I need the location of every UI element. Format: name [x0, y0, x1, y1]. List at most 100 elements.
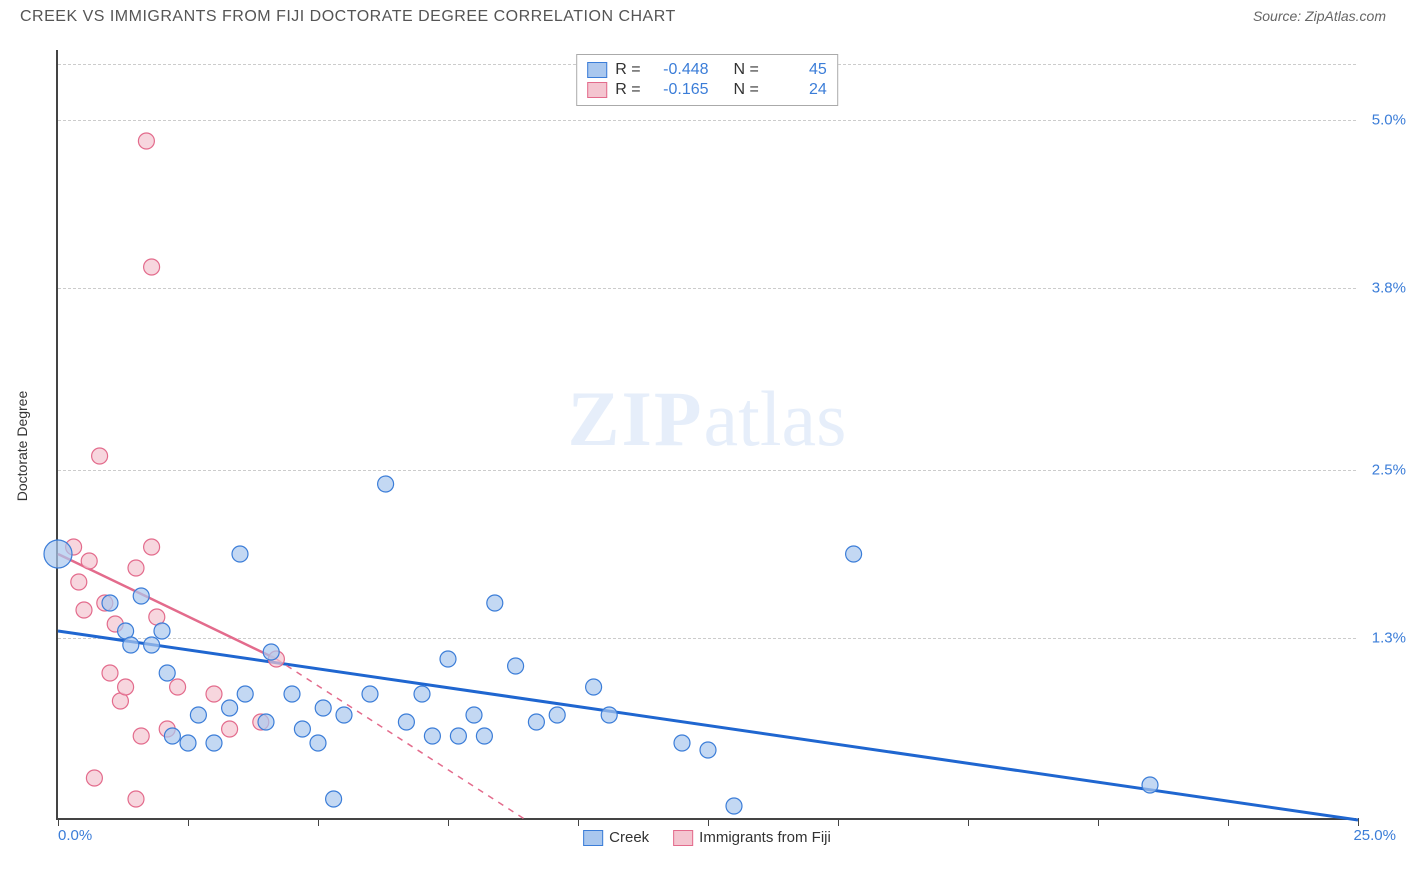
data-point-pink: [118, 679, 134, 695]
data-point-blue: [222, 700, 238, 716]
chart-title: CREEK VS IMMIGRANTS FROM FIJI DOCTORATE …: [20, 8, 676, 26]
y-tick-label: 3.8%: [1372, 280, 1406, 297]
data-point-blue: [232, 546, 248, 562]
legend-n-label: N =: [733, 61, 758, 79]
data-point-blue: [398, 714, 414, 730]
x-tick: [1098, 818, 1099, 826]
correlation-legend: R = -0.448 N = 45 R = -0.165 N = 24: [576, 54, 838, 106]
source-label: Source: ZipAtlas.com: [1253, 8, 1386, 26]
x-tick: [968, 818, 969, 826]
data-point-pink: [86, 770, 102, 786]
data-point-pink: [128, 560, 144, 576]
legend-item-blue: Creek: [583, 829, 649, 846]
data-point-pink: [222, 721, 238, 737]
x-tick: [188, 818, 189, 826]
plot-area: ZIPatlas 5.0%3.8%2.5%1.3% 0.0% 25.0% R =…: [56, 50, 1356, 820]
source-value: ZipAtlas.com: [1305, 8, 1386, 24]
legend-r-label2: R =: [615, 81, 640, 99]
data-point-blue: [326, 791, 342, 807]
x-min-label: 0.0%: [58, 827, 92, 844]
data-point-blue: [586, 679, 602, 695]
legend-row-blue: R = -0.448 N = 45: [587, 61, 827, 79]
data-point-blue: [315, 700, 331, 716]
legend-row-pink: R = -0.165 N = 24: [587, 81, 827, 99]
data-point-pink: [170, 679, 186, 695]
x-max-label: 25.0%: [1353, 827, 1396, 844]
data-point-blue: [846, 546, 862, 562]
data-point-blue: [180, 735, 196, 751]
legend-n-label2: N =: [733, 81, 758, 99]
legend-pink-n: 24: [767, 81, 827, 99]
data-point-pink: [144, 259, 160, 275]
chart-svg: [58, 50, 1356, 818]
data-point-pink: [206, 686, 222, 702]
swatch-blue-icon: [583, 830, 603, 846]
y-axis-title: Doctorate Degree: [14, 391, 30, 502]
data-point-blue: [424, 728, 440, 744]
data-point-blue: [284, 686, 300, 702]
legend-blue-label: Creek: [609, 829, 649, 846]
data-point-blue: [206, 735, 222, 751]
data-point-blue: [476, 728, 492, 744]
data-point-blue: [123, 637, 139, 653]
legend-item-pink: Immigrants from Fiji: [673, 829, 831, 846]
data-point-pink: [92, 448, 108, 464]
data-point-pink: [76, 602, 92, 618]
legend-blue-r: -0.448: [649, 61, 709, 79]
data-point-blue: [102, 595, 118, 611]
data-point-blue: [237, 686, 253, 702]
data-point-blue: [164, 728, 180, 744]
data-point-blue: [133, 588, 149, 604]
data-point-blue: [508, 658, 524, 674]
swatch-pink-icon: [673, 830, 693, 846]
legend-pink-r: -0.165: [649, 81, 709, 99]
data-point-blue: [466, 707, 482, 723]
y-tick-label: 2.5%: [1372, 462, 1406, 479]
data-point-pink: [133, 728, 149, 744]
data-point-blue: [700, 742, 716, 758]
data-point-blue: [159, 665, 175, 681]
data-point-pink: [102, 665, 118, 681]
legend-r-label: R =: [615, 61, 640, 79]
source-prefix: Source:: [1253, 8, 1305, 24]
x-tick: [838, 818, 839, 826]
swatch-pink: [587, 82, 607, 98]
data-point-blue: [450, 728, 466, 744]
data-point-blue: [144, 637, 160, 653]
data-point-pink: [128, 791, 144, 807]
data-point-blue: [378, 476, 394, 492]
data-point-pink: [81, 553, 97, 569]
x-tick: [578, 818, 579, 826]
x-tick: [1228, 818, 1229, 826]
x-tick: [1358, 818, 1359, 826]
swatch-blue: [587, 62, 607, 78]
data-point-blue: [1142, 777, 1158, 793]
legend-pink-label: Immigrants from Fiji: [699, 829, 831, 846]
data-point-blue: [294, 721, 310, 737]
data-point-blue: [549, 707, 565, 723]
data-point-blue: [336, 707, 352, 723]
data-point-blue: [528, 714, 544, 730]
data-point-blue: [258, 714, 274, 730]
data-point-blue: [154, 623, 170, 639]
series-legend: Creek Immigrants from Fiji: [583, 829, 831, 846]
data-point-pink: [138, 133, 154, 149]
data-point-blue: [487, 595, 503, 611]
data-point-blue: [726, 798, 742, 814]
data-point-blue: [44, 540, 72, 568]
x-tick: [58, 818, 59, 826]
x-tick: [448, 818, 449, 826]
x-tick: [708, 818, 709, 826]
x-tick: [318, 818, 319, 826]
data-point-blue: [362, 686, 378, 702]
data-point-blue: [414, 686, 430, 702]
legend-blue-n: 45: [767, 61, 827, 79]
data-point-blue: [190, 707, 206, 723]
data-point-blue: [263, 644, 279, 660]
data-point-pink: [71, 574, 87, 590]
data-point-blue: [440, 651, 456, 667]
data-point-blue: [310, 735, 326, 751]
data-point-pink: [144, 539, 160, 555]
y-tick-label: 1.3%: [1372, 630, 1406, 647]
data-point-blue: [601, 707, 617, 723]
